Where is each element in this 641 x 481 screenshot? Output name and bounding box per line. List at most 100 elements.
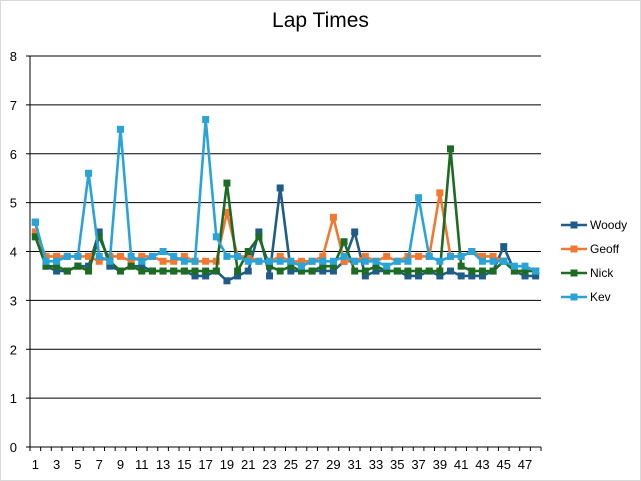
data-point <box>138 257 146 265</box>
data-point <box>319 252 327 260</box>
x-tick-label: 7 <box>96 457 103 472</box>
data-point <box>425 267 433 275</box>
data-point <box>532 267 540 275</box>
data-point <box>202 272 210 280</box>
data-point <box>468 267 476 275</box>
legend-label: Woody <box>590 218 627 232</box>
data-point <box>202 116 210 124</box>
chart-title: Lap Times <box>272 9 369 32</box>
data-point <box>319 267 327 275</box>
data-point <box>478 272 486 280</box>
legend-marker <box>570 269 578 277</box>
data-point <box>53 262 61 270</box>
data-point <box>31 218 39 226</box>
x-tick-label: 19 <box>220 457 234 472</box>
data-point <box>223 208 231 216</box>
data-point <box>116 125 124 133</box>
data-point <box>510 267 518 275</box>
data-point <box>170 257 178 265</box>
legend-marker <box>570 293 578 301</box>
data-point <box>202 267 210 275</box>
data-point <box>340 257 348 265</box>
legend-label: Kev <box>590 290 611 304</box>
data-point <box>415 272 423 280</box>
data-point <box>53 267 61 275</box>
x-tick-label: 43 <box>475 457 489 472</box>
x-tick-label: 35 <box>390 457 404 472</box>
data-point <box>202 257 210 265</box>
data-point <box>287 262 295 270</box>
data-point <box>244 267 252 275</box>
data-point <box>255 257 263 265</box>
data-point <box>521 262 529 270</box>
data-point <box>329 267 337 275</box>
x-tick-label: 27 <box>305 457 319 472</box>
data-point <box>319 257 327 265</box>
data-point <box>489 267 497 275</box>
data-point <box>393 257 401 265</box>
x-tick-label: 29 <box>326 457 340 472</box>
data-point <box>138 267 146 275</box>
data-point <box>42 257 50 265</box>
data-point <box>436 272 444 280</box>
series-kev <box>31 116 540 275</box>
data-point <box>191 257 199 265</box>
data-point <box>223 252 231 260</box>
data-point <box>255 233 263 241</box>
data-point <box>276 184 284 192</box>
data-point <box>159 248 167 255</box>
data-point <box>436 257 444 265</box>
data-point <box>308 257 316 265</box>
data-point <box>297 262 305 270</box>
data-point <box>361 267 369 275</box>
data-point <box>138 262 146 270</box>
data-point <box>478 267 486 275</box>
legend-label: Geoff <box>590 242 620 256</box>
data-point <box>53 252 61 260</box>
data-point <box>297 257 305 265</box>
data-point <box>329 213 337 221</box>
x-tick-label: 15 <box>177 457 191 472</box>
data-point <box>159 267 167 275</box>
data-point <box>234 267 242 275</box>
data-point <box>351 228 359 236</box>
data-point <box>31 228 39 236</box>
y-tick-label: 2 <box>10 342 17 357</box>
x-tick-label: 41 <box>454 457 468 472</box>
data-point <box>478 252 486 260</box>
data-point <box>404 272 412 280</box>
data-point <box>180 267 188 275</box>
series-layer <box>31 116 540 285</box>
data-point <box>361 252 369 260</box>
x-tick-label: 11 <box>135 457 149 472</box>
y-tick-label: 4 <box>10 245 17 260</box>
data-point <box>361 257 369 265</box>
legend: Woody Geoff Nick Kev <box>561 218 627 304</box>
data-point <box>383 267 391 275</box>
data-point <box>297 267 305 275</box>
data-point <box>340 238 348 246</box>
x-tick-label: 13 <box>156 457 170 472</box>
data-point <box>351 267 359 275</box>
data-point <box>85 267 93 275</box>
x-tick-label: 1 <box>32 457 39 472</box>
data-point <box>521 272 529 280</box>
y-axis: 0 1 2 3 4 5 6 7 8 <box>10 49 31 455</box>
legend-item-nick: Nick <box>561 266 614 280</box>
data-point <box>404 267 412 275</box>
data-point <box>244 248 252 255</box>
data-point <box>500 257 508 265</box>
data-point <box>351 257 359 265</box>
data-point <box>127 252 135 260</box>
data-point <box>319 262 327 270</box>
data-point <box>489 252 497 260</box>
data-point <box>191 267 199 275</box>
data-point <box>510 262 518 270</box>
x-tick-label: 3 <box>53 457 60 472</box>
data-point <box>276 252 284 260</box>
data-point <box>308 267 316 275</box>
data-point <box>234 272 242 280</box>
data-point <box>95 257 103 265</box>
x-tick-label: 5 <box>74 457 81 472</box>
